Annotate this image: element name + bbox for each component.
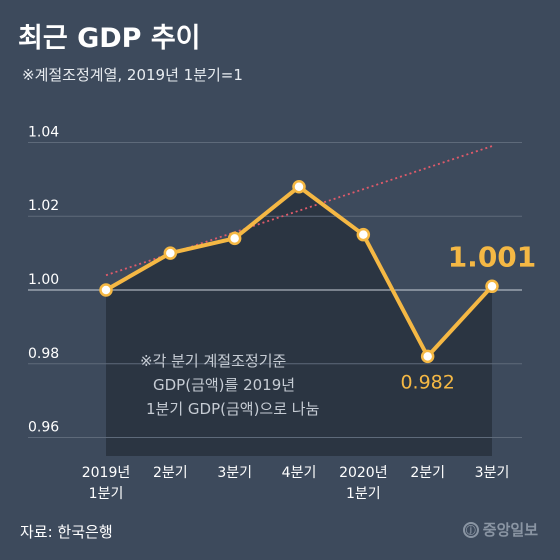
annotation-note: ※각 분기 계절조정기준: [140, 352, 287, 370]
y-tick-label: 1.00: [28, 272, 59, 288]
gdp-data-point: [163, 246, 178, 260]
x-tick-label: 2019년: [82, 465, 131, 481]
data-label-low: 0.982: [400, 371, 454, 393]
chart-area-fill: [106, 186, 492, 456]
x-tick-label: 3분기: [217, 465, 252, 481]
chart-subtitle: ※계절조정계열, 2019년 1분기=1: [22, 66, 243, 84]
x-tick-label: 2분기: [410, 465, 445, 481]
annotation-note: GDP(금액)를 2019년: [153, 376, 295, 394]
gdp-data-point: [227, 231, 242, 246]
gdp-data-point: [420, 349, 435, 364]
chart-title: 최근 GDP 추이: [18, 23, 201, 54]
annotation-note: 1분기 GDP(금액)으로 나눔: [146, 400, 320, 418]
gdp-data-point: [99, 283, 113, 297]
x-tick-label: 1분기: [89, 486, 124, 502]
logo-text: 중앙일보: [482, 521, 538, 539]
source-note: 자료: 한국은행: [20, 523, 113, 541]
gdp-data-point: [485, 279, 499, 294]
y-tick-label: 1.02: [28, 198, 59, 214]
gdp-data-point: [356, 227, 371, 242]
y-tick-label: 0.98: [28, 346, 59, 362]
y-tick-label: 1.04: [28, 124, 59, 140]
x-tick-label: 1분기: [346, 486, 381, 502]
x-tick-label: 4분기: [282, 465, 317, 481]
x-tick-label: 3분기: [475, 465, 510, 481]
x-tick-label: 2분기: [153, 465, 188, 481]
publisher-logo: ⓙ 중앙일보: [462, 519, 538, 540]
x-tick-label: 2020년: [339, 465, 388, 481]
data-label-latest: 1.001: [448, 240, 537, 273]
logo-circle-icon: ⓙ: [462, 521, 479, 538]
y-tick-label: 0.96: [28, 420, 59, 436]
gdp-data-point: [292, 179, 306, 194]
